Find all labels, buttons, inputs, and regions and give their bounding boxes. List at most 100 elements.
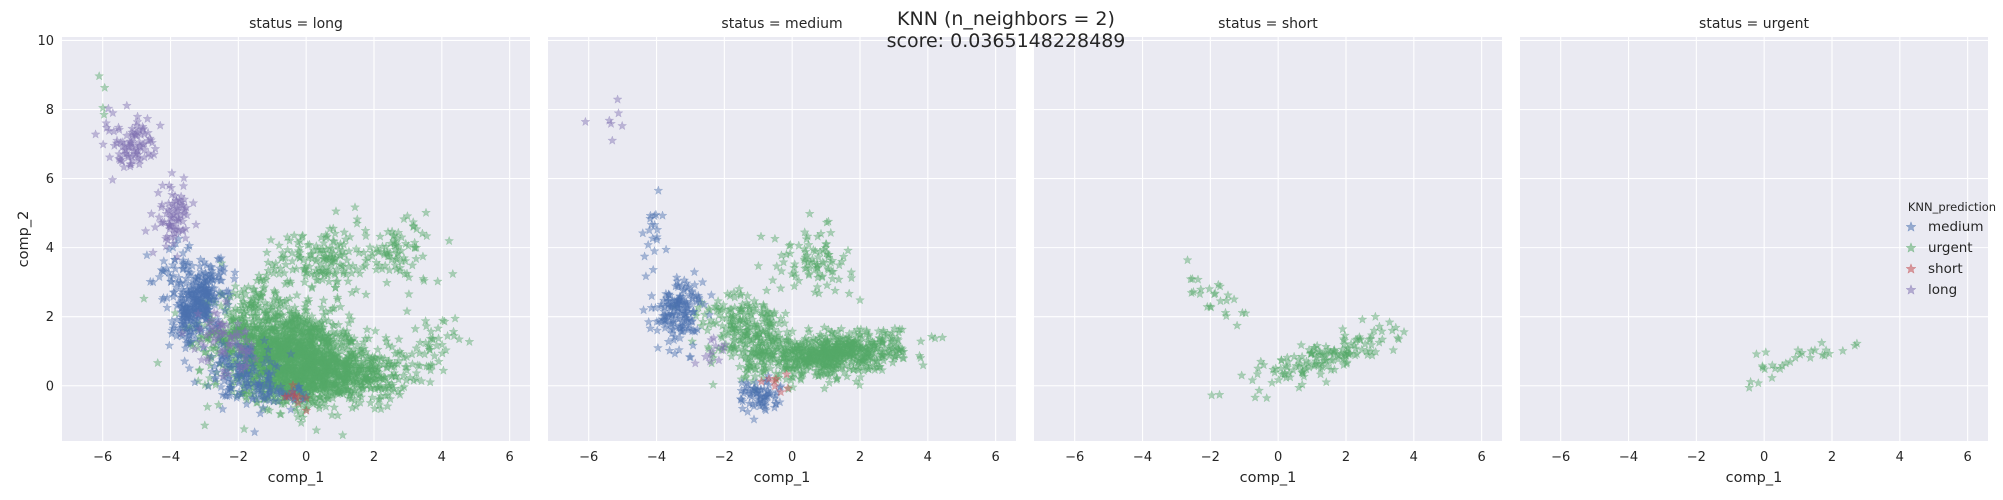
data-point-urgent (241, 319, 252, 329)
data-point-urgent (274, 380, 286, 391)
data-point-urgent (265, 357, 276, 367)
data-point-urgent (251, 322, 263, 333)
data-point-urgent (248, 353, 259, 364)
data-point-urgent (259, 361, 270, 372)
data-point-urgent (329, 363, 340, 374)
data-point-urgent (270, 346, 281, 356)
data-point-urgent (288, 355, 299, 365)
data-point-urgent (220, 327, 231, 338)
data-point-urgent (254, 338, 265, 348)
data-point-urgent (275, 368, 287, 379)
data-point-urgent (241, 391, 252, 402)
data-point-urgent (278, 324, 289, 334)
data-point-urgent (260, 297, 271, 308)
data-point-urgent (262, 310, 273, 320)
data-point-urgent (271, 338, 282, 348)
data-point-urgent (310, 322, 321, 332)
data-point-urgent (298, 360, 309, 371)
data-point-urgent (306, 322, 317, 333)
data-point-urgent (317, 336, 329, 346)
data-point-urgent (295, 361, 306, 372)
data-point-urgent (288, 363, 300, 374)
data-point-urgent (252, 348, 263, 359)
data-point-urgent (340, 331, 351, 342)
data-point-urgent (264, 332, 275, 343)
data-point-urgent (244, 300, 255, 311)
scatter-points (90, 70, 475, 440)
data-point-urgent (308, 369, 319, 380)
data-point-urgent (292, 319, 303, 330)
data-point-urgent (316, 341, 327, 351)
data-point-urgent (287, 350, 298, 360)
data-point-urgent (201, 296, 212, 306)
data-point-urgent (341, 343, 352, 354)
data-point-urgent (261, 318, 272, 329)
data-point-urgent (264, 405, 275, 415)
x-tick-label: 0 (788, 450, 796, 465)
data-point-urgent (246, 333, 258, 344)
data-point-urgent (275, 343, 286, 353)
data-point-urgent (324, 336, 335, 347)
data-point-urgent (275, 342, 286, 352)
data-point-urgent (295, 336, 306, 347)
x-tick-label: −6 (1551, 450, 1570, 465)
data-point-urgent (241, 347, 252, 358)
data-point-urgent (254, 340, 265, 350)
data-point-urgent (236, 345, 247, 355)
data-point-urgent (302, 334, 313, 345)
data-point-urgent (246, 356, 257, 366)
data-point-urgent (202, 333, 213, 344)
data-point-urgent (306, 311, 317, 321)
data-point-urgent (275, 339, 286, 350)
data-point-urgent (235, 348, 246, 358)
y-tick-label: 8 (46, 103, 54, 118)
data-point-urgent (258, 305, 269, 315)
data-point-urgent (226, 332, 237, 342)
data-point-urgent (287, 335, 299, 346)
data-point-urgent (233, 356, 244, 366)
data-point-urgent (340, 329, 351, 339)
data-point-urgent (268, 351, 279, 361)
data-point-urgent (276, 309, 287, 319)
data-point-urgent (286, 329, 297, 340)
data-point-urgent (229, 325, 240, 335)
data-point-urgent (357, 383, 368, 394)
data-point-urgent (212, 326, 223, 337)
data-point-urgent (291, 343, 302, 354)
data-point-urgent (250, 347, 261, 357)
data-point-urgent (346, 360, 357, 370)
data-point-urgent (241, 303, 252, 313)
data-point-urgent (287, 313, 298, 323)
data-point-urgent (312, 332, 323, 342)
data-point-urgent (286, 370, 297, 380)
data-point-urgent (280, 368, 291, 378)
data-point-urgent (332, 327, 343, 338)
data-point-urgent (254, 314, 265, 325)
data-point-urgent (251, 344, 262, 354)
data-point-urgent (337, 342, 348, 352)
data-point-urgent (329, 364, 340, 374)
data-point-urgent (230, 353, 241, 363)
data-point-urgent (206, 313, 217, 324)
data-point-urgent (216, 333, 228, 344)
data-point-urgent (252, 305, 263, 315)
data-point-urgent (306, 330, 317, 341)
data-point-urgent (336, 367, 348, 378)
data-point-urgent (249, 325, 260, 335)
data-point-urgent (288, 347, 300, 357)
data-point-urgent (289, 302, 300, 312)
data-point-urgent (296, 366, 307, 377)
data-point-urgent (253, 338, 265, 348)
data-point-urgent (274, 367, 285, 378)
data-point-urgent (300, 318, 311, 329)
legend-label-urgent: urgent (1928, 240, 1973, 256)
data-point-urgent (323, 365, 334, 375)
data-point-urgent (316, 393, 327, 404)
data-point-urgent (333, 352, 344, 363)
data-point-urgent (261, 351, 272, 361)
data-point-urgent (282, 357, 293, 368)
legend-title: KNN_prediction (1908, 200, 1996, 214)
data-point-urgent (306, 318, 317, 329)
data-point-urgent (288, 373, 299, 384)
data-point-urgent (272, 350, 283, 361)
